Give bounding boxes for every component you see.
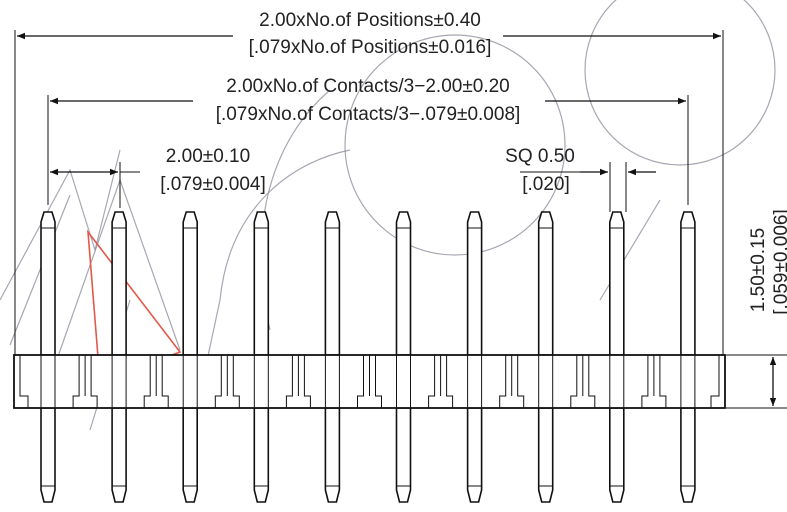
housing-height-inch: [.059±0.006] [771, 209, 787, 315]
housing-separator [357, 355, 382, 408]
pin-lower [609, 407, 625, 503]
pin-upper [324, 211, 341, 356]
housing-separator [570, 355, 596, 408]
pin-upper [466, 211, 483, 356]
dim-contact-span: 2.00xNo.of Contacts/3−2.00±0.20 [.079xNo… [47, 76, 689, 205]
overall-length-inch: [.079xNo.of Positions±0.016] [249, 37, 492, 58]
housing-separator [285, 355, 311, 408]
dim-pin-size: SQ 0.50 [.020] [505, 146, 656, 212]
pitch-inch: [.079±0.004] [160, 174, 266, 195]
pins-group [40, 211, 696, 503]
contact-span-inch: [.079xNo.of Contacts/3−.079±0.008] [216, 104, 521, 125]
pitch-metric: 2.00±0.10 [166, 146, 250, 167]
pin-lower [537, 407, 554, 503]
housing-separator [143, 355, 169, 408]
pin-lower [680, 407, 696, 503]
pin-upper [40, 211, 56, 356]
contact-span-metric: 2.00xNo.of Contacts/3−2.00±0.20 [226, 76, 509, 97]
pin-lower [324, 407, 341, 503]
pin-upper [395, 211, 412, 356]
housing-separator [428, 355, 454, 408]
housing-separator [499, 355, 525, 408]
pin-lower [395, 407, 412, 503]
overall-length-metric: 2.00xNo.of Positions±0.40 [259, 10, 481, 31]
housing-body [13, 354, 726, 409]
housing-separator [72, 355, 98, 408]
pin-lower [253, 407, 270, 503]
pin-upper [609, 211, 625, 356]
pin-lower [182, 407, 198, 503]
dim-overall-length: 2.00xNo.of Positions±0.40 [.079xNo.of Po… [14, 10, 724, 355]
dim-housing-height: 1.50±0.15 [.059±0.006] [726, 209, 787, 409]
dim-pitch: 2.00±0.10 [.079±0.004] [50, 146, 266, 208]
pin-size-inch: [.020] [522, 174, 570, 195]
pin-upper [182, 211, 198, 356]
pin-lower [40, 407, 56, 503]
housing-height-metric: 1.50±0.15 [748, 228, 769, 312]
pin-size-metric: SQ 0.50 [505, 146, 575, 167]
pin-upper [537, 211, 554, 356]
pin-lower [111, 407, 127, 503]
pin-upper [680, 211, 696, 356]
pin-upper [253, 211, 270, 356]
pin-upper [111, 211, 127, 356]
pin-lower [466, 407, 483, 503]
housing-separator [641, 355, 667, 408]
housing-separator [214, 355, 240, 408]
